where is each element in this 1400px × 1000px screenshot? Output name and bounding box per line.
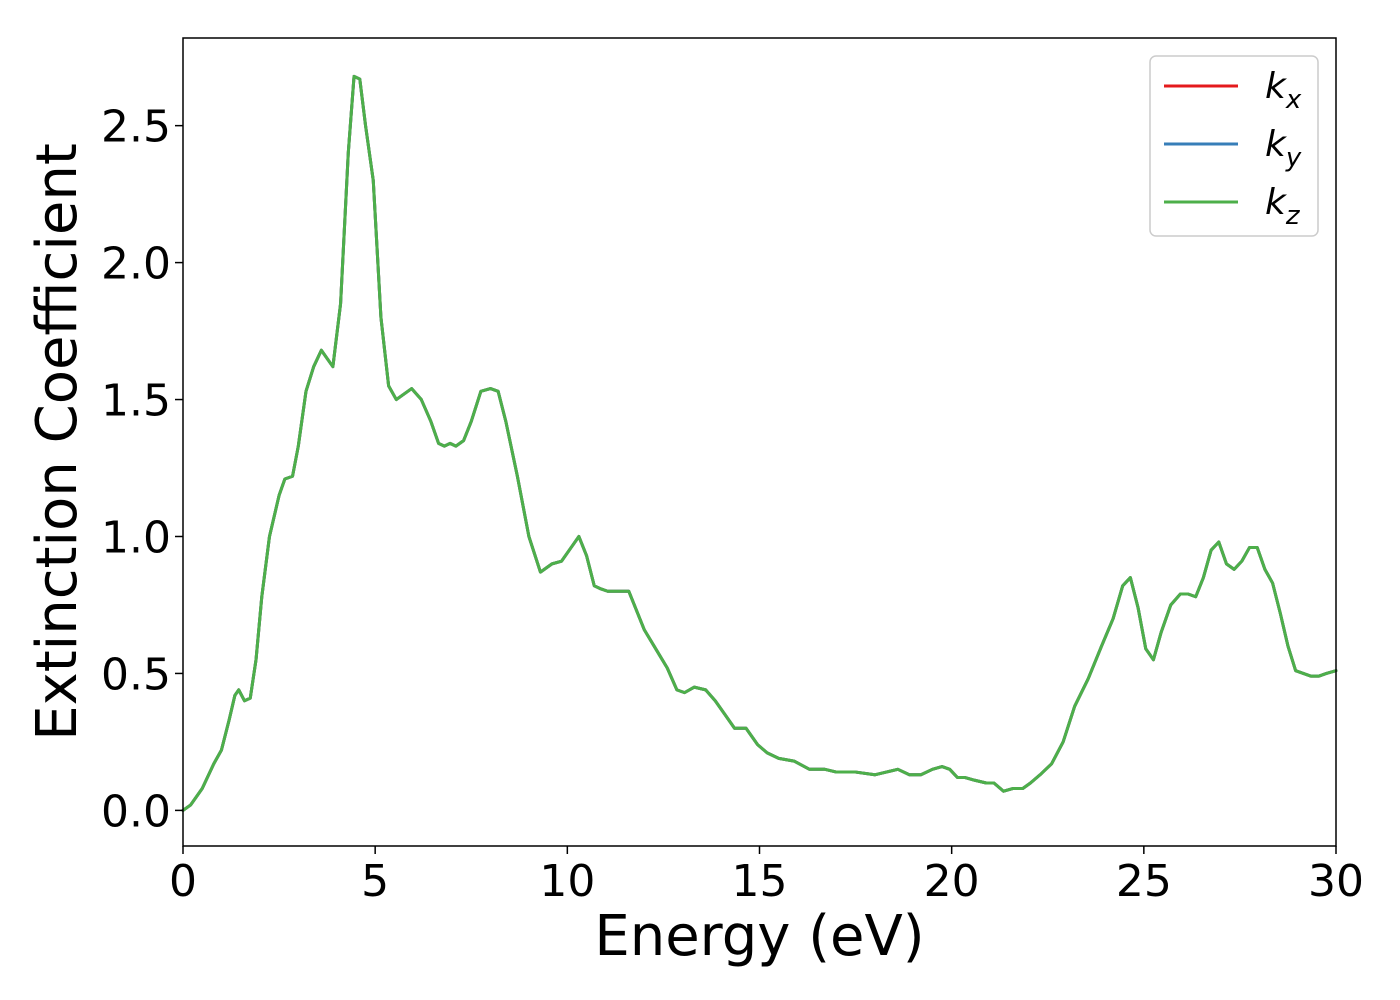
y-tick-label: 1.0 [101,512,171,563]
legend-box [1149,55,1319,237]
y-axis: 0.0 0.5 1.0 1.5 2.0 2.5 [101,102,183,837]
series-line-kz [181,74,1338,812]
series-layer [181,74,1338,812]
y-tick-label: 0.0 [101,786,171,837]
legend-label-kx: kx [1265,66,1302,115]
y-tick-label: 1.5 [101,376,171,427]
y-tick-label: 0.5 [101,649,171,700]
y-tick-label: 2.5 [101,102,171,153]
y-axis-title: Extinction Coefficient [25,143,90,741]
legend-items: kx ky kz [1164,66,1302,231]
legend-label-ky: ky [1265,124,1302,173]
x-tick-label: 5 [361,856,389,907]
x-tick-label: 15 [732,856,788,907]
legend: kx ky kz [1149,55,1319,237]
y-tick-label: 2.0 [101,239,171,290]
x-tick-label: 20 [924,856,980,907]
x-axis: 0 5 10 15 20 25 30 [169,846,1364,907]
x-tick-label: 25 [1116,856,1172,907]
x-axis-title: Energy (eV) [594,904,924,969]
x-tick-label: 30 [1308,856,1364,907]
x-tick-label: 0 [169,856,197,907]
x-tick-label: 10 [539,856,595,907]
legend-label-kz: kz [1265,182,1301,231]
